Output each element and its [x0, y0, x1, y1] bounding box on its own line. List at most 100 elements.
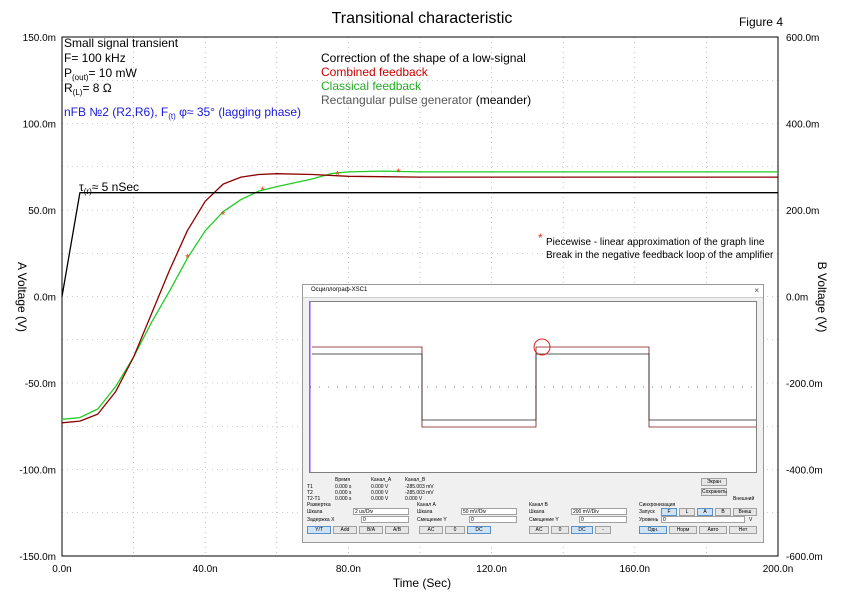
approximation-marker: *: [221, 209, 226, 221]
mode-single-button[interactable]: Одн.: [639, 526, 667, 534]
x-axis-label: Time (Sec): [393, 576, 451, 590]
readout-t2-time: 0.000 s: [335, 490, 352, 496]
yt-button[interactable]: Y/T: [307, 526, 331, 534]
chb-invert-button[interactable]: -: [595, 526, 611, 534]
legend-classical: Classical feedback: [321, 79, 422, 93]
sweep-delay-label: Задержка X: [307, 517, 335, 523]
oscilloscope-window: Осциллограф-XSC1 × Время Канал_A Канал_B…: [302, 284, 764, 543]
y2-tick-label: 600.0m: [786, 33, 819, 44]
x-tick-label: 160.0n: [620, 564, 651, 575]
chb-scale-label: Шкала: [529, 509, 545, 515]
legend-generator: Rectangular pulse generator (meander): [321, 93, 531, 107]
cha-offset-label: Смещение Y: [417, 517, 447, 523]
sync-group-label: Синхронизация: [639, 502, 676, 508]
y-axis-label: A Voltage (V): [15, 262, 29, 332]
add-button[interactable]: Add: [333, 526, 357, 534]
close-icon[interactable]: ×: [754, 286, 759, 295]
readout-t1-a: 0.000 V: [371, 484, 389, 490]
y2-tick-label: -200.0m: [786, 379, 823, 390]
chb-scale-field[interactable]: 200 mV/Div: [571, 508, 627, 515]
cha-scale-label: Шкала: [417, 509, 433, 515]
trigger-rising-button[interactable]: F: [661, 508, 677, 516]
series-pulse-generator: [61, 192, 778, 297]
ba-button[interactable]: B/A: [359, 526, 383, 534]
chb-offset-label: Смещение Y: [529, 517, 559, 523]
cha-offset-field[interactable]: 0: [469, 516, 517, 523]
series-classical-feedback: [61, 170, 778, 420]
info-signal: Small signal transient: [64, 36, 179, 50]
axis-ticks: 0.0n 40.0n 80.0n 120.0n 160.0n 200.0n 150.0m 10…: [19, 33, 822, 575]
y-tick-label: 0.0m: [34, 293, 56, 304]
trigger-label: Запуск: [639, 509, 655, 515]
note-break: Break in the negative feedback loop of t…: [546, 250, 774, 261]
readout-diff-label: T2-T1: [307, 496, 321, 502]
readout-t1-b: -285.003 mV: [405, 484, 434, 490]
y2-tick-label: 200.0m: [786, 206, 819, 217]
chb-zero-button[interactable]: 0: [551, 526, 569, 534]
oscilloscope-titlebar: Осциллограф-XSC1 ×: [303, 285, 763, 298]
x-tick-label: 120.0n: [476, 564, 507, 575]
y2-tick-label: 0.0m: [786, 293, 808, 304]
legend-combined: Combined feedback: [321, 65, 429, 79]
readout-diff-a: 0.000 V: [371, 496, 389, 502]
approximation-marker: *: [396, 167, 401, 179]
sweep-delay-field[interactable]: 0: [361, 516, 409, 523]
x-tick-label: 40.0n: [193, 564, 218, 575]
sweep-group-label: Развертка: [307, 502, 331, 508]
cha-zero-button[interactable]: 0: [445, 526, 465, 534]
level-field[interactable]: 0: [661, 516, 745, 523]
info-load: R(L)= 8 Ω: [64, 81, 112, 97]
mode-auto-button[interactable]: Авто: [699, 526, 727, 534]
sweep-scale-field[interactable]: 2 us/Div: [353, 508, 409, 515]
x-tick-label: 200.0n: [763, 564, 794, 575]
trigger-falling-button[interactable]: L: [679, 508, 695, 516]
trace-channel-b: [312, 353, 756, 421]
y-tick-label: 100.0m: [23, 120, 56, 131]
cha-dc-button[interactable]: DC: [467, 526, 491, 534]
tau-annotation: τ(r)≈ 5 nSec: [79, 180, 139, 196]
readout-t2-label[interactable]: T2: [307, 490, 313, 496]
cha-scale-field[interactable]: 50 mV/Div: [461, 508, 517, 515]
oscilloscope-title: Осциллограф-XSC1: [311, 287, 368, 293]
trigger-ext-button[interactable]: Внеш: [733, 508, 757, 516]
readout-t2-b: -285.003 mV: [405, 490, 434, 496]
y-tick-label: 150.0m: [23, 33, 56, 44]
nfb-description: nFB №2 (R2,R6), F(t) φ≈ 35° (lagging pha…: [64, 105, 301, 121]
screen-button[interactable]: Экран: [701, 478, 727, 486]
approximation-marker: *: [336, 170, 341, 182]
mode-normal-button[interactable]: Норм: [669, 526, 697, 534]
chart-title: Transitional characteristic: [332, 10, 513, 27]
note-piecewise: Piecewise - linear approximation of the …: [546, 237, 765, 248]
chb-offset-field[interactable]: 0: [579, 516, 627, 523]
readout-header-cha: Канал_A: [371, 477, 392, 483]
oscilloscope-trace: [309, 302, 756, 472]
trace-channel-a: [312, 346, 756, 428]
chb-dc-button[interactable]: DC: [571, 526, 593, 534]
level-label: Уровень: [639, 517, 659, 523]
y-tick-label: 50.0m: [28, 206, 56, 217]
info-power: P(out)= 10 mW: [64, 66, 137, 82]
info-frequency: F= 100 kHz: [64, 51, 126, 65]
highlight-circle: [533, 338, 551, 356]
mode-none-button[interactable]: Нет: [729, 526, 757, 534]
readout-t1-label[interactable]: T1: [307, 484, 313, 490]
cha-group-label: Канал А: [417, 502, 436, 508]
trigger-a-button[interactable]: A: [697, 508, 713, 516]
y2-tick-label: -600.0m: [786, 552, 823, 563]
x-tick-label: 0.0n: [52, 564, 71, 575]
chb-group-label: Канал В: [529, 502, 548, 508]
ab-button[interactable]: A/B: [385, 526, 409, 534]
level-unit: V: [749, 517, 753, 523]
save-button[interactable]: Сохранить: [701, 488, 727, 496]
y2-tick-label: -400.0m: [786, 466, 823, 477]
trigger-b-button[interactable]: B: [715, 508, 731, 516]
approximation-marker: *: [260, 185, 265, 197]
figure-label: Figure 4: [739, 15, 783, 29]
chb-ac-button[interactable]: AC: [529, 526, 549, 534]
y-tick-label: -50.0m: [25, 379, 56, 390]
approximation-markers: * * * * *: [185, 167, 401, 265]
cha-ac-button[interactable]: AC: [419, 526, 443, 534]
readout-t1-time: 0.000 s: [335, 484, 352, 490]
chart-series: [61, 170, 778, 424]
